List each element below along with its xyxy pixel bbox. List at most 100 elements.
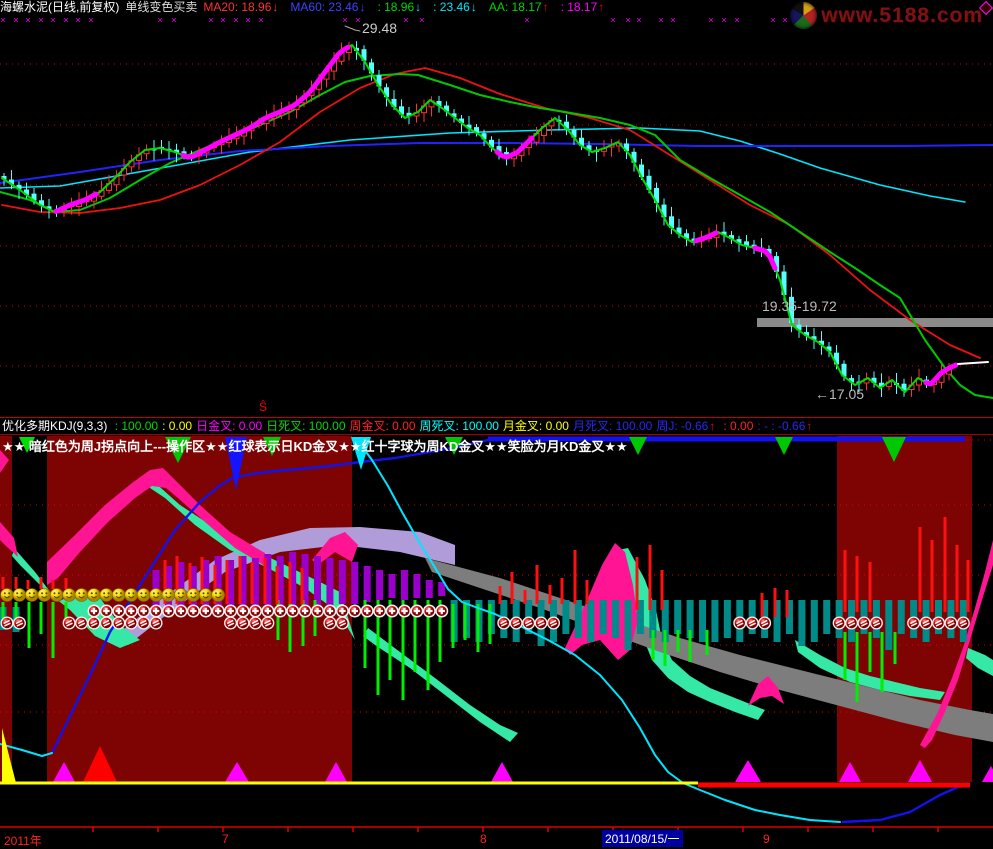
cross-ball-weekly-golden-cross [162,604,176,618]
purple-bar [400,570,408,600]
pink-ribbon [748,676,784,706]
purple-bar [239,556,247,610]
sell-mark-x: × [419,15,424,25]
ma-blue-line [0,142,993,184]
stripe-ball-daily-golden-cross [932,616,945,630]
sell-mark-x: × [13,15,18,25]
signal-triangle-up [908,760,932,782]
magenta-trend-segment [494,135,535,160]
cross-ball-weekly-golden-cross [236,604,250,618]
title-field-4: : 18.96↓ [377,0,422,14]
cross-ball-weekly-golden-cross [348,604,362,618]
cross-ball-weekly-golden-cross [199,604,213,618]
fast-green-line [1,44,956,393]
teal-bar [674,600,682,634]
teal-bar [612,600,620,638]
sell-mark-x: × [670,15,675,25]
stripe-ball-daily-golden-cross [236,616,250,630]
stripe-ball-daily-golden-cross [497,616,511,630]
arrow-icon: ↓ [272,0,279,14]
smiley-ball-monthly-golden-cross [198,588,213,602]
separator-line [0,417,993,418]
teal-bar [636,600,644,634]
smiley-ball-monthly-golden-cross [124,588,138,602]
teal-bar [686,600,694,638]
signal-triangle-down [165,437,191,463]
cross-ball-weekly-golden-cross [385,604,399,618]
stripe-ball-daily-golden-cross [335,616,349,630]
title-field-5: : 23.46↓ [433,0,477,14]
signal-triangle-down [351,437,371,470]
magenta-trend-segment [923,362,959,387]
smiley-ball-monthly-golden-cross [12,588,27,602]
kdj-panel-chart[interactable] [0,433,993,849]
arrow-icon: ↑ [709,419,716,433]
signal-triangle-up [839,762,861,782]
cross-ball-weekly-golden-cross [149,604,163,618]
kdj-field-2: 日金叉: 0.00 [196,419,263,433]
teal-bar [699,600,707,642]
price-annotation: 19.35-19.72 [762,298,837,314]
ma-red-line [1,67,981,359]
kdj-field-10: : - : -0.66↑ [757,419,813,433]
stripe-ball-daily-golden-cross [124,616,138,630]
purple-bar [289,552,297,608]
logo-text: www.5188.com [821,3,983,27]
axis-label-0: 2011年 [4,834,42,848]
teal-bar [599,600,607,634]
kdj-annotation-text: ★★ 暗红色为周J拐点向上---操作区★★红球表示日KD金叉★★红十字球为周KD… [2,439,628,454]
sell-mark-x: × [220,15,225,25]
stripe-ball-daily-golden-cross [919,616,933,630]
smiley-ball-monthly-golden-cross [174,588,188,602]
teal-bar [723,600,731,638]
price-chart[interactable]: ××××××××××××××××××××××××××××××××29.4819.… [0,14,993,417]
axis-date-highlight[interactable]: 2011/08/15/一 [602,830,683,847]
smiley-ball-monthly-golden-cross [186,588,201,602]
sell-mark-x: × [63,15,68,25]
stripe-ball-daily-golden-cross [99,616,113,630]
cross-ball-weekly-golden-cross [248,604,262,618]
cross-ball-weekly-golden-cross [360,604,374,618]
arrow-icon: ↑ [598,0,605,14]
sell-mark-x: × [782,15,787,25]
title-bar: 海螺水泥(日线,前复权) 单线变色买卖 MA20: 18.96↓ MA60: 23.4… [0,0,993,15]
signal-triangle-down [263,437,281,456]
signal-triangle-up [735,760,761,782]
teal-bar [711,600,719,642]
cross-ball-weekly-golden-cross [335,604,349,618]
sell-mark-x: × [708,15,713,25]
cross-ball-weekly-golden-cross [224,604,238,618]
purple-bar [164,566,172,606]
purple-bar [301,554,309,608]
magenta-trend-segment [180,44,351,160]
smiley-ball-monthly-golden-cross [49,588,64,602]
purple-bar [363,566,371,602]
cross-ball-weekly-golden-cross [373,604,387,618]
sell-mark-x: × [355,15,360,25]
smiley-ball-monthly-golden-cross [136,588,151,602]
stripe-ball-daily-golden-cross [112,616,126,630]
sell-mark-x: × [75,15,80,25]
arrow-icon: ↑ [542,0,549,14]
sell-mark-x: × [721,15,726,25]
sell-mark-x: × [625,15,630,25]
weekly-j-line-right [841,781,969,824]
resistance-zone-bar [757,318,993,327]
price-annotation: 29.48 [362,20,397,36]
purple-bar [326,558,334,606]
teal-bar [649,600,657,638]
purple-bar [251,558,259,610]
signal-triangle-up [491,762,513,782]
cross-ball-weekly-golden-cross [422,604,436,618]
monthly-j-line-left [0,743,53,757]
sell-mark-x: × [171,15,176,25]
kdj-field-4: 周金叉: 0.00 [349,419,416,433]
kdj-field-0: : 100.00 [114,419,159,433]
cross-ball-weekly-golden-cross [261,604,275,618]
axis-label-1: 7 [222,832,229,846]
magenta-trend-segment [752,245,778,271]
sell-mark-x: × [403,15,408,25]
stripe-ball-daily-golden-cross [857,616,871,630]
arrow-icon: ↑ [806,419,813,433]
teal-bar [661,600,669,642]
